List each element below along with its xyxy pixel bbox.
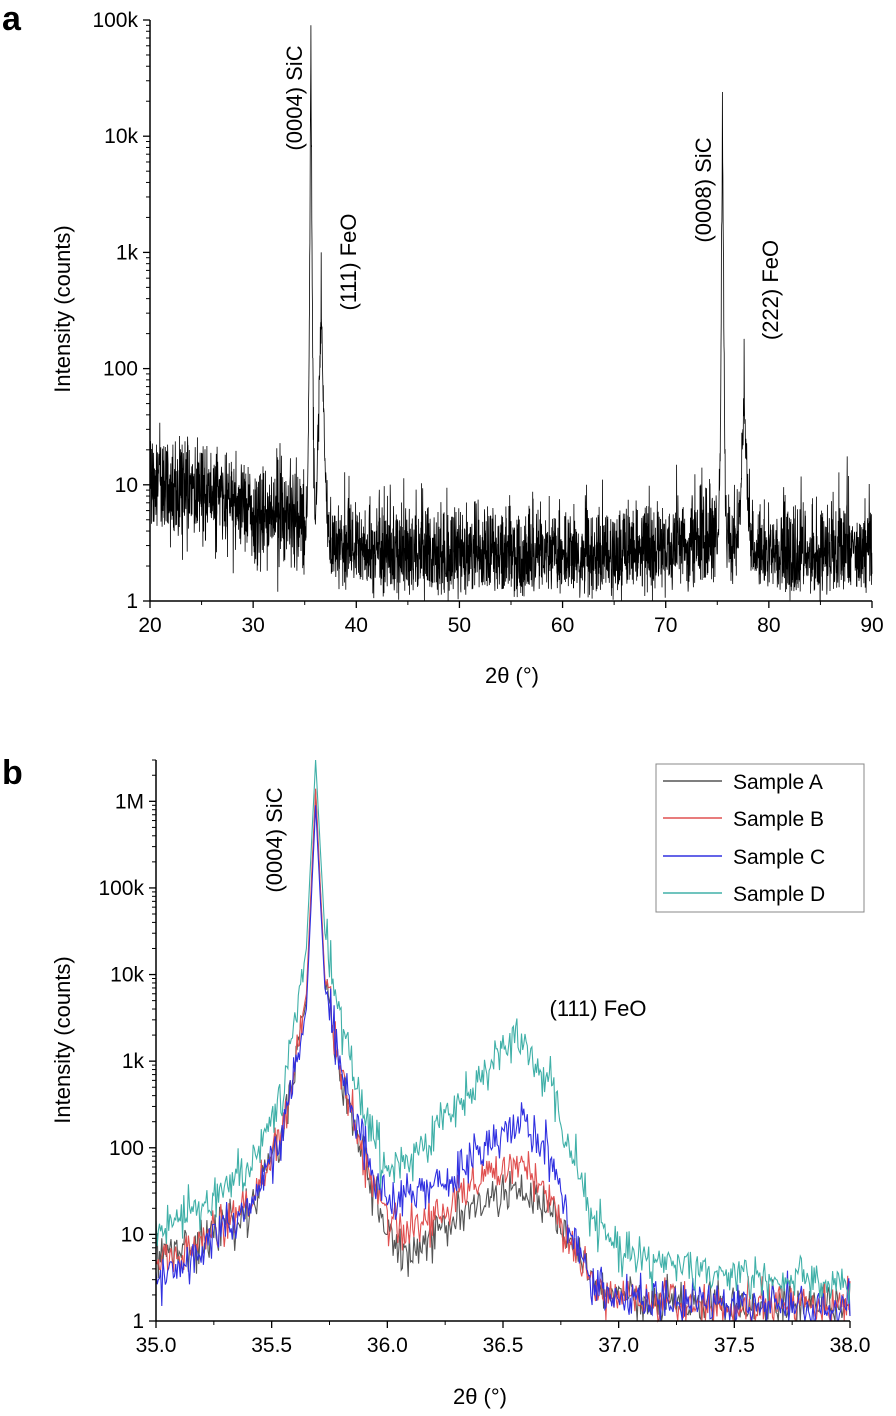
x-tick-label: 35.0 (136, 1334, 177, 1357)
legend-label-sample-c: Sample C (733, 846, 825, 869)
x-tick-label: 38.0 (830, 1334, 871, 1357)
x-tick-label: 36.0 (367, 1334, 408, 1357)
legend-entry-sample-a: Sample A (663, 771, 823, 794)
series-line-xrd-scan (149, 25, 873, 602)
panel-b-letter: b (2, 754, 23, 792)
x-tick-label: 37.5 (714, 1334, 755, 1357)
annotation-111-feo-a: (111) FeO (336, 214, 361, 311)
legend-label-sample-b: Sample B (733, 808, 824, 831)
y-tick-label: 100k (92, 9, 138, 32)
panel-b-ticks: 35.0 35.5 36.0 36.5 37.0 37.5 38.0 1 10 100 1k 10k 1… (98, 759, 871, 1357)
x-tick-label: 70 (654, 614, 677, 637)
x-tick-label: 35.5 (251, 1334, 292, 1357)
x-tick-label: 60 (551, 614, 574, 637)
y-tick-label: 1M (115, 790, 144, 813)
x-tick-label: 50 (448, 614, 471, 637)
y-tick-label: 100 (109, 1137, 144, 1160)
annotation-222-feo: (222) FeO (758, 240, 783, 340)
y-tick-label: 10 (115, 474, 138, 497)
annotation-0004-sic-a: (0004) SiC (282, 45, 307, 150)
legend-box (655, 763, 865, 913)
panel-a: a 20 30 40 50 60 70 80 90 1 10 100 1k 10k 100k 2θ (°)… (2, 0, 884, 688)
panel-b: b 35.0 35.5 36.0 36.5 37.0 37.5 38.0 1 10 100 1k 10… (2, 754, 870, 1409)
panel-a-series (149, 25, 873, 602)
x-tick-label: 20 (138, 614, 161, 637)
legend-entry-sample-b: Sample B (663, 808, 824, 831)
panel-a-ticks: 20 30 40 50 60 70 80 90 1 10 100 1k 10k 100k (92, 9, 883, 637)
y-tick-label: 1k (122, 1050, 145, 1073)
x-tick-label: 80 (757, 614, 780, 637)
series-line-sample-d (155, 759, 851, 1304)
x-tick-label: 37.0 (598, 1334, 639, 1357)
series-line-sample-c (155, 805, 851, 1322)
panel-b-y-title: Intensity (counts) (50, 956, 75, 1124)
x-tick-label: 40 (345, 614, 368, 637)
legend: Sample A Sample B Sample C Sample D (655, 763, 865, 913)
y-tick-label: 10k (104, 125, 138, 148)
legend-label-sample-d: Sample D (733, 883, 825, 906)
annotation-0004-sic-b: (0004) SiC (262, 787, 287, 892)
y-tick-label: 100 (103, 358, 138, 381)
panel-a-x-title: 2θ (°) (485, 663, 539, 688)
legend-entry-sample-c: Sample C (663, 846, 825, 869)
y-tick-label: 100k (98, 877, 144, 900)
x-tick-label: 36.5 (483, 1334, 524, 1357)
legend-label-sample-a: Sample A (733, 771, 823, 794)
y-tick-label: 1 (132, 1310, 144, 1333)
annotation-111-feo-b: (111) FeO (550, 996, 647, 1021)
y-tick-label: 1k (116, 241, 139, 264)
panel-a-letter: a (2, 0, 22, 38)
panel-a-y-title: Intensity (counts) (50, 225, 75, 393)
x-tick-label: 90 (860, 614, 883, 637)
legend-entry-sample-d: Sample D (663, 883, 825, 906)
y-tick-label: 10k (110, 964, 144, 987)
x-tick-label: 30 (241, 614, 264, 637)
annotation-0008-sic: (0008) SiC (691, 137, 716, 242)
y-tick-label: 10 (121, 1223, 144, 1246)
panel-b-x-title: 2θ (°) (453, 1384, 507, 1409)
y-tick-label: 1 (126, 590, 138, 613)
